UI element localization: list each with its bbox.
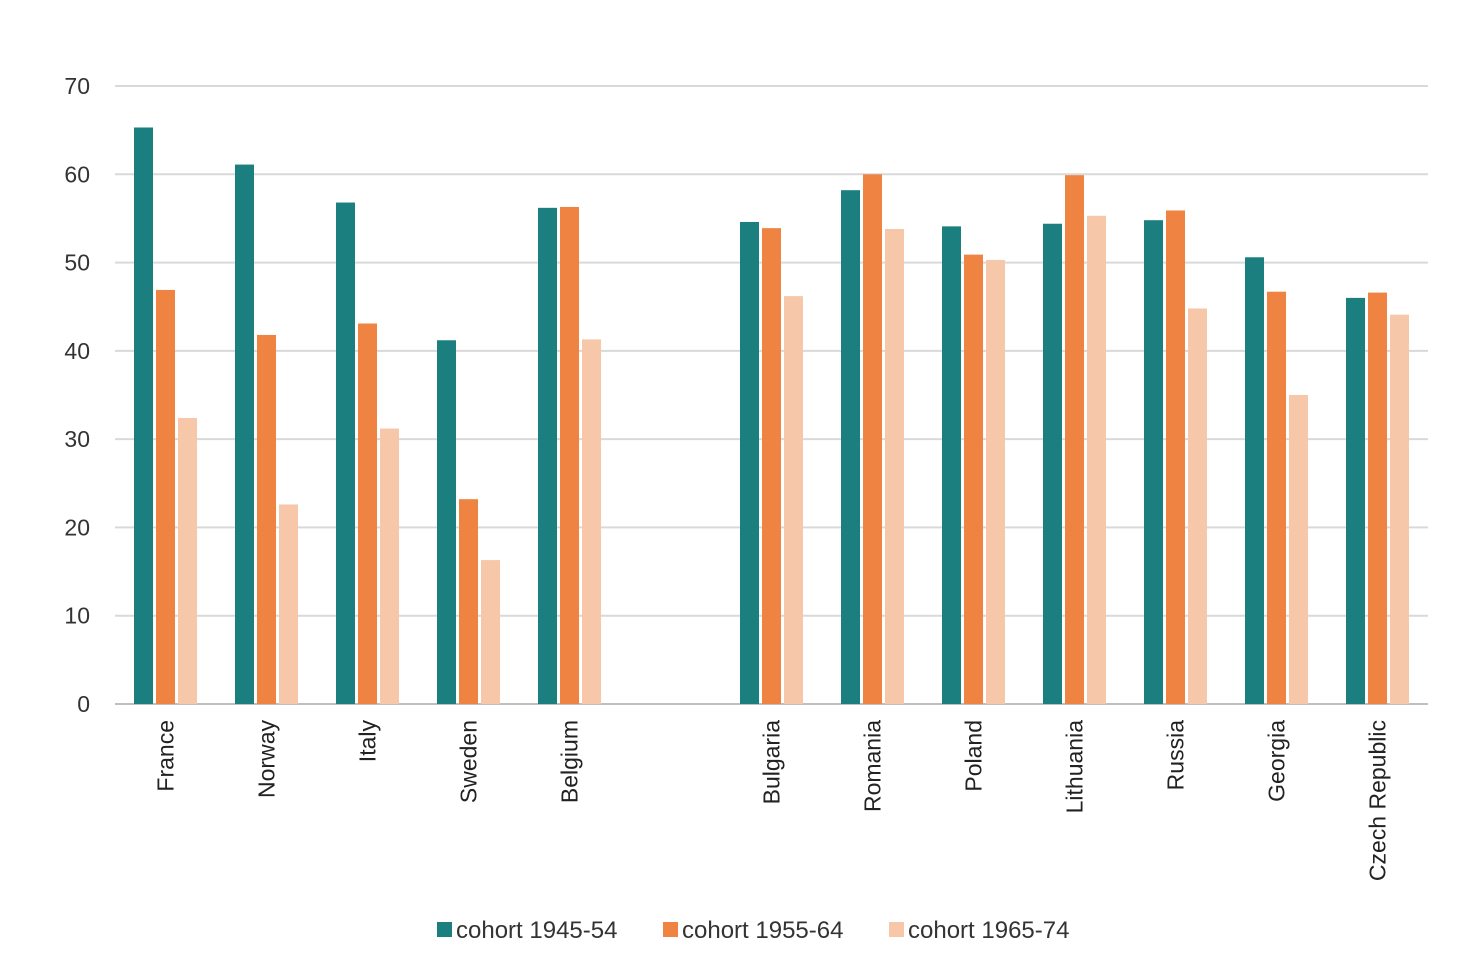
bar: [235, 164, 254, 704]
y-tick-label: 20: [64, 514, 90, 540]
bar: [1267, 291, 1286, 704]
bar: [178, 417, 197, 704]
bar: [1188, 308, 1207, 704]
bar: [1087, 215, 1106, 704]
y-tick-label: 50: [64, 250, 90, 276]
x-tick-label: Sweden: [456, 720, 482, 803]
y-tick-label: 60: [64, 161, 90, 187]
bar: [1144, 220, 1163, 705]
x-axis: France Norway Italy Sweden Belgium Bulgaria Ro…: [153, 720, 1391, 882]
x-tick-label: Russia: [1163, 720, 1189, 791]
bar: [538, 207, 557, 704]
bar: [560, 206, 579, 705]
bar: [964, 254, 983, 704]
x-tick-label: Georgia: [1264, 720, 1290, 802]
bars: [134, 127, 1409, 705]
bar: [885, 229, 904, 704]
bar: [336, 202, 355, 704]
y-tick-label: 40: [64, 338, 90, 364]
y-tick-label: 10: [64, 603, 90, 629]
bar: [582, 339, 601, 704]
bar: [942, 226, 961, 705]
bar: [863, 174, 882, 705]
x-tick-label: Czech Republic: [1365, 720, 1391, 881]
bar: [986, 259, 1005, 704]
bar: [358, 323, 377, 704]
legend-swatch: [889, 922, 904, 937]
legend-swatch: [437, 922, 452, 937]
legend-label: cohort 1945-54: [456, 917, 617, 944]
y-tick-label: 70: [64, 73, 90, 99]
bar: [459, 499, 478, 704]
bar: [1289, 395, 1308, 704]
y-tick-label: 0: [77, 691, 90, 717]
x-tick-label: Lithuania: [1062, 720, 1088, 814]
y-tick-label: 30: [64, 426, 90, 452]
bar: [784, 296, 803, 704]
x-tick-label: Norway: [254, 720, 280, 798]
bar: [762, 228, 781, 704]
y-axis: 0 10 20 30 40 50 60 70: [64, 73, 90, 717]
bar: [481, 560, 500, 704]
bar: [380, 428, 399, 704]
legend-swatch: [663, 922, 678, 937]
x-tick-label: Belgium: [557, 720, 583, 803]
x-tick-label: Bulgaria: [759, 720, 785, 805]
bar: [1166, 210, 1185, 705]
bar: [437, 340, 456, 704]
bar: [1346, 297, 1365, 704]
legend-label: cohort 1955-64: [682, 917, 843, 944]
bar: [279, 504, 298, 704]
bar: [1368, 292, 1387, 704]
x-tick-label: Romania: [860, 720, 886, 812]
bar: [134, 127, 153, 705]
bar: [1043, 223, 1062, 704]
bar: [156, 289, 175, 704]
legend-label: cohort 1965-74: [908, 917, 1069, 944]
x-tick-label: France: [153, 720, 179, 792]
bar: [1065, 175, 1084, 704]
bar: [257, 334, 276, 704]
bar: [1390, 314, 1409, 704]
legend: cohort 1945-54 cohort 1955-64 cohort 1965-…: [437, 917, 1069, 944]
bar: [1245, 257, 1264, 704]
x-tick-label: Poland: [961, 720, 987, 792]
bar: [740, 221, 759, 704]
x-tick-label: Italy: [355, 720, 381, 763]
bar: [841, 190, 860, 705]
